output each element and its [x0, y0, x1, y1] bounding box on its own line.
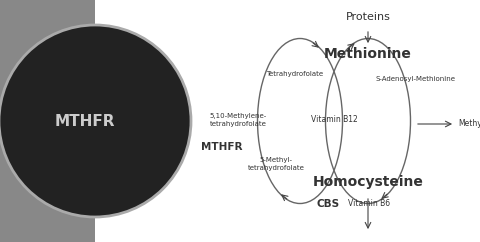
Bar [0, 0, 95, 242]
Text: Vitamin B6: Vitamin B6 [348, 199, 390, 209]
Text: Tetrahydrofolate: Tetrahydrofolate [266, 71, 324, 77]
Text: Methylation: Methylation [458, 120, 480, 129]
Circle shape [0, 25, 191, 217]
Text: S-Adenosyl-Methionine: S-Adenosyl-Methionine [375, 76, 455, 82]
Text: MTHFR: MTHFR [55, 113, 115, 129]
Text: Vitamin B12: Vitamin B12 [311, 115, 358, 124]
Text: Proteins: Proteins [346, 12, 390, 22]
Text: MTHFR: MTHFR [201, 142, 243, 152]
Text: 5,10-Methylene-
tetrahydrofolate: 5,10-Methylene- tetrahydrofolate [209, 113, 266, 127]
Text: Methionine: Methionine [324, 47, 412, 61]
Text: CBS: CBS [317, 199, 340, 209]
Text: 5-Methyl-
tetrahydrofolate: 5-Methyl- tetrahydrofolate [248, 157, 304, 171]
Text: Homocysteine: Homocysteine [312, 175, 423, 189]
